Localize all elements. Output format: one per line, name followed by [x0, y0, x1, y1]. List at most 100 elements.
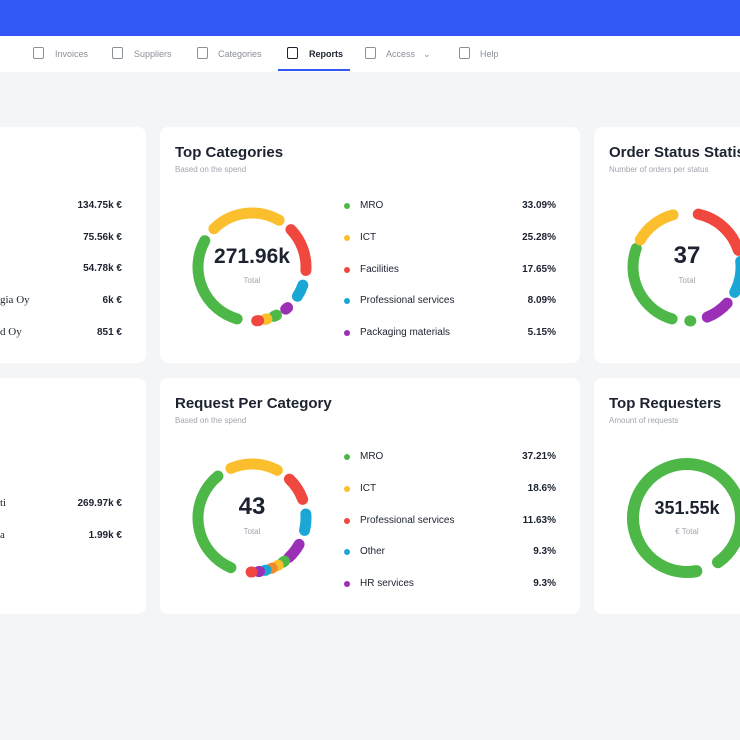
row-value: 269.97k €: [77, 498, 123, 509]
center-label: € Total: [675, 527, 699, 536]
card-title: Request Per Category: [175, 395, 332, 412]
legend-value: 18.6%: [527, 482, 556, 494]
card-subtitle: Based on the spend: [175, 416, 247, 425]
donut: 43 Total: [192, 458, 312, 578]
donut-decoration: [729, 255, 740, 298]
center-value: 37: [674, 242, 701, 269]
legend-value: 33.09%: [522, 200, 556, 211]
nav-item[interactable]: Reports: [309, 49, 344, 59]
legend-value: 25.28%: [522, 231, 556, 243]
card: Top Requesters Amount of requests 351.55k €…: [594, 378, 740, 614]
legend-value: 5.15%: [527, 327, 556, 339]
row-value: 6k €: [102, 295, 122, 306]
legend-label: ICT: [360, 482, 377, 494]
card-title: Top Categories: [175, 144, 284, 161]
legend-dot: [344, 485, 350, 492]
row-label: gia Oy: [0, 294, 30, 306]
row-label: d Oy: [0, 326, 22, 338]
donut-segment: [192, 470, 237, 574]
legend-dot: [344, 549, 350, 556]
center-label: Total: [679, 276, 696, 285]
chevron: ⌄: [423, 49, 431, 59]
nav-item[interactable]: Suppliers: [134, 49, 172, 59]
donut-segment: [283, 473, 309, 505]
card: gia Oy d Oy 134.75k € 75.56k € 54.78k € …: [0, 127, 146, 363]
donut-segment: [192, 235, 243, 325]
donut-segment: [280, 302, 294, 315]
nav-icon: [112, 47, 123, 59]
legend-value: 9.3%: [533, 578, 556, 590]
legend-label: Packaging materials: [360, 327, 451, 339]
legend-dot: [344, 454, 350, 460]
legend-value: 8.09%: [527, 295, 556, 307]
card-subtitle: Based on the spend: [175, 165, 247, 174]
legend-value: 37.21%: [522, 451, 556, 462]
legend-dot: [344, 517, 350, 524]
row-value: 1.99k €: [88, 530, 122, 541]
nav-icon: [197, 47, 208, 59]
nav-bar: Invoices Suppliers Categories Reports Ac…: [0, 36, 740, 72]
center-value: 271.96k: [214, 245, 290, 268]
nav-item[interactable]: Invoices: [55, 49, 89, 59]
row-value: 851 €: [96, 327, 122, 338]
nav-item[interactable]: Categories: [218, 49, 262, 59]
legend-dot: [344, 581, 350, 588]
donut-decoration: [627, 458, 740, 578]
center-value: 43: [239, 493, 266, 520]
center-label: Total: [244, 276, 261, 285]
legend-label: Other: [360, 546, 386, 558]
donut-segment: [291, 279, 309, 302]
legend-dot: [344, 203, 350, 209]
donut: 351.55k € Total: [627, 458, 740, 578]
donut-segment: [225, 458, 283, 476]
legend-label: MRO: [360, 200, 384, 211]
active-underline: [278, 69, 350, 71]
legend-value: 11.63%: [522, 514, 556, 526]
legend-label: MRO: [360, 451, 384, 462]
nav-icon: [33, 47, 44, 59]
legend-label: Professional services: [360, 514, 455, 526]
donut-decoration: [277, 555, 290, 568]
row-value: 134.75k €: [77, 200, 123, 211]
row-label: a: [0, 529, 5, 541]
card-subtitle: Number of orders per status: [609, 165, 709, 174]
donut-decoration: [692, 208, 740, 256]
legend-value: 9.3%: [533, 546, 556, 558]
legend-dot: [344, 298, 350, 305]
center-value: 351.55k: [654, 498, 720, 518]
donut: 37 Total: [627, 208, 740, 327]
donut-decoration: [268, 309, 283, 322]
row-label: ti: [0, 497, 7, 509]
card: Request Per Category Based on the spend 43…: [160, 378, 580, 614]
legend-dot: [344, 330, 350, 337]
card: Top Categories Based on the spend 271.96k T…: [160, 127, 580, 363]
donut-decoration: [627, 243, 678, 325]
row-value: 75.56k €: [83, 232, 122, 243]
legend-label: Professional services: [360, 295, 455, 307]
card-subtitle: Amount of requests: [609, 416, 679, 425]
row-value: 54.78k €: [83, 263, 122, 274]
center-label: Total: [244, 527, 261, 536]
donut-segment: [299, 508, 312, 536]
legend-dot: [344, 234, 350, 241]
top-bar: [0, 0, 740, 36]
legend-label: Facilities: [360, 263, 399, 275]
donut-decoration: [701, 297, 733, 323]
legend-value: 17.65%: [522, 263, 556, 275]
nav-item[interactable]: Help: [480, 49, 499, 59]
nav-icon: [459, 47, 470, 59]
nav-item[interactable]: Access: [386, 49, 416, 59]
card: ti a 269.97k € 1.99k €: [0, 378, 146, 614]
card-title: Top Requesters: [609, 395, 722, 412]
legend-label: HR services: [360, 578, 414, 590]
legend-dot: [344, 266, 350, 273]
donut-decoration: [634, 209, 679, 246]
donut-segment: [283, 538, 305, 563]
nav-icon: [287, 47, 298, 59]
legend-label: ICT: [360, 231, 377, 243]
card-title: Order Status Statis: [609, 144, 740, 161]
donut-segment: [285, 224, 312, 276]
nav-icon: [365, 47, 376, 59]
donut-segment: [208, 207, 285, 235]
